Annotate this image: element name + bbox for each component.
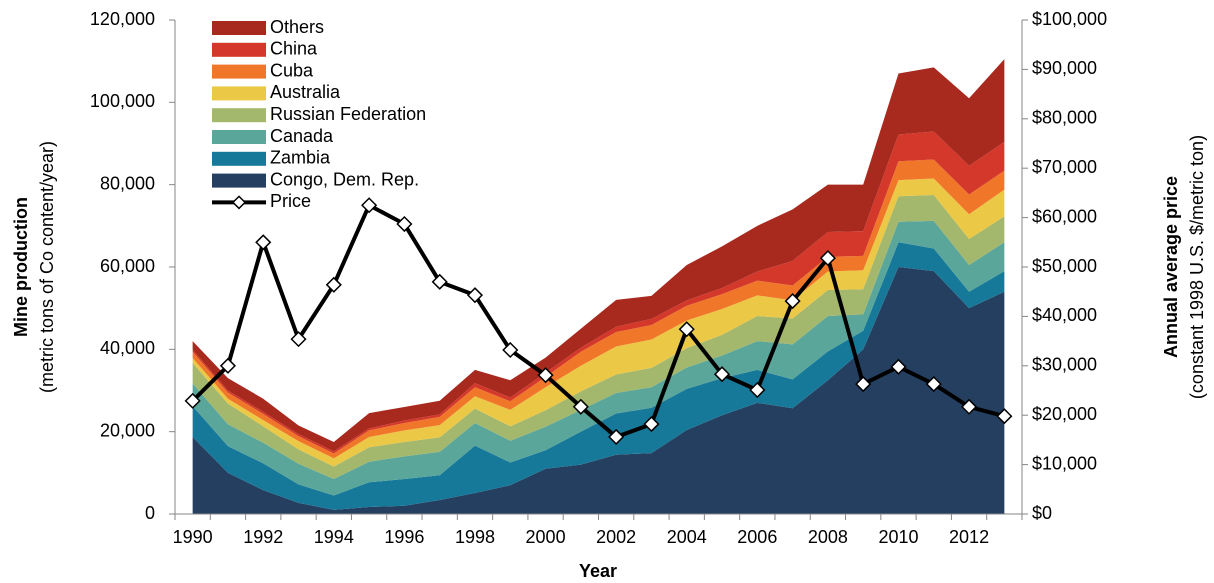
x-axis-title: Year	[579, 561, 617, 581]
y2-tick-label: $60,000	[1032, 206, 1097, 226]
legend-label: Price	[270, 191, 311, 211]
price-marker	[537, 367, 554, 384]
y-axis-subtitle: (metric tons of Co content/year)	[37, 141, 57, 393]
y-tick-label: 120,000	[90, 9, 155, 29]
legend-label: China	[270, 39, 318, 59]
price-marker	[572, 398, 589, 415]
x-tick-label: 2010	[878, 527, 918, 547]
price-marker	[996, 408, 1013, 425]
x-tick-label: 2004	[667, 527, 707, 547]
areas	[192, 59, 1005, 514]
price-marker	[678, 321, 695, 338]
x-tick-label: 2008	[808, 527, 848, 547]
y2-tick-label: $10,000	[1032, 453, 1097, 473]
y2-tick-label: $40,000	[1032, 305, 1097, 325]
price-marker	[396, 215, 413, 233]
price-marker	[749, 381, 766, 399]
legend-label: Canada	[270, 126, 334, 146]
y2-tick-label: $100,000	[1032, 9, 1107, 29]
legend-label: Congo, Dem. Rep.	[270, 169, 419, 189]
area	[192, 242, 1005, 510]
price-marker	[431, 273, 448, 290]
legend-label: Cuba	[270, 60, 314, 80]
y2-tick-label: $30,000	[1032, 355, 1097, 375]
x-tick-label: 1994	[314, 527, 354, 547]
legend-marker	[231, 195, 247, 210]
price-marker	[890, 358, 907, 375]
price-marker	[961, 398, 978, 415]
legend-label: Russian Federation	[270, 104, 426, 124]
legend-swatch	[212, 130, 266, 144]
x-tick-label: 2006	[737, 527, 777, 547]
legend-swatch	[212, 108, 266, 123]
y-tick-label: 40,000	[100, 338, 155, 358]
price-marker	[713, 366, 731, 383]
x-tick-label: 2012	[949, 527, 989, 547]
area	[192, 220, 1005, 496]
y2-tick-label: $70,000	[1032, 157, 1097, 177]
y-tick-label: 20,000	[100, 420, 155, 440]
y2-tick-label: $20,000	[1032, 404, 1097, 424]
legend-swatch	[212, 42, 266, 57]
price-marker	[184, 392, 201, 409]
price-marker	[255, 234, 272, 251]
y2-tick-label: $80,000	[1032, 108, 1097, 128]
legend-swatch	[212, 21, 266, 35]
price-marker	[643, 416, 660, 433]
legend-label: Zambia	[270, 148, 331, 168]
y-tick-label: 60,000	[100, 256, 155, 276]
area	[192, 59, 1005, 452]
price-marker	[855, 376, 872, 393]
y2-tick-label: $90,000	[1032, 58, 1097, 78]
y-tick-label: 80,000	[100, 173, 155, 193]
x-tick-label: 1996	[384, 527, 424, 547]
x-tick-label: 2000	[526, 527, 566, 547]
y2-tick-label: $0	[1032, 503, 1052, 523]
x-tick-label: 2002	[596, 527, 636, 547]
legend-swatch	[212, 64, 266, 79]
legend-swatch	[212, 173, 266, 188]
y-tick-label: 100,000	[90, 91, 155, 111]
area	[192, 267, 1005, 514]
price-marker	[608, 428, 625, 445]
y-axis-title: Mine production	[11, 197, 31, 337]
price-line	[191, 203, 1005, 439]
y-tick-label: 0	[145, 503, 155, 523]
x-tick-label: 1992	[243, 527, 283, 547]
price-marker	[361, 197, 378, 214]
price-marker	[925, 376, 942, 393]
x-tick-label: 1998	[455, 527, 495, 547]
y2-axis-title: Annual average price	[1161, 176, 1181, 358]
legend-swatch	[212, 151, 266, 166]
price-marker	[466, 287, 484, 304]
price-marker	[325, 276, 342, 293]
price-marker	[290, 331, 307, 348]
y2-axis-subtitle: (constant 1998 U.S. $/metric ton)	[1187, 135, 1207, 399]
legend-label: Others	[270, 17, 324, 37]
price-marker	[219, 357, 236, 374]
price-marker	[502, 341, 519, 359]
price-marker	[819, 250, 836, 267]
y2-tick-label: $50,000	[1032, 256, 1097, 276]
legend-swatch	[212, 86, 266, 101]
price-marker	[784, 293, 801, 310]
legend-label: Australia	[270, 82, 341, 102]
x-tick-label: 1990	[173, 527, 213, 547]
